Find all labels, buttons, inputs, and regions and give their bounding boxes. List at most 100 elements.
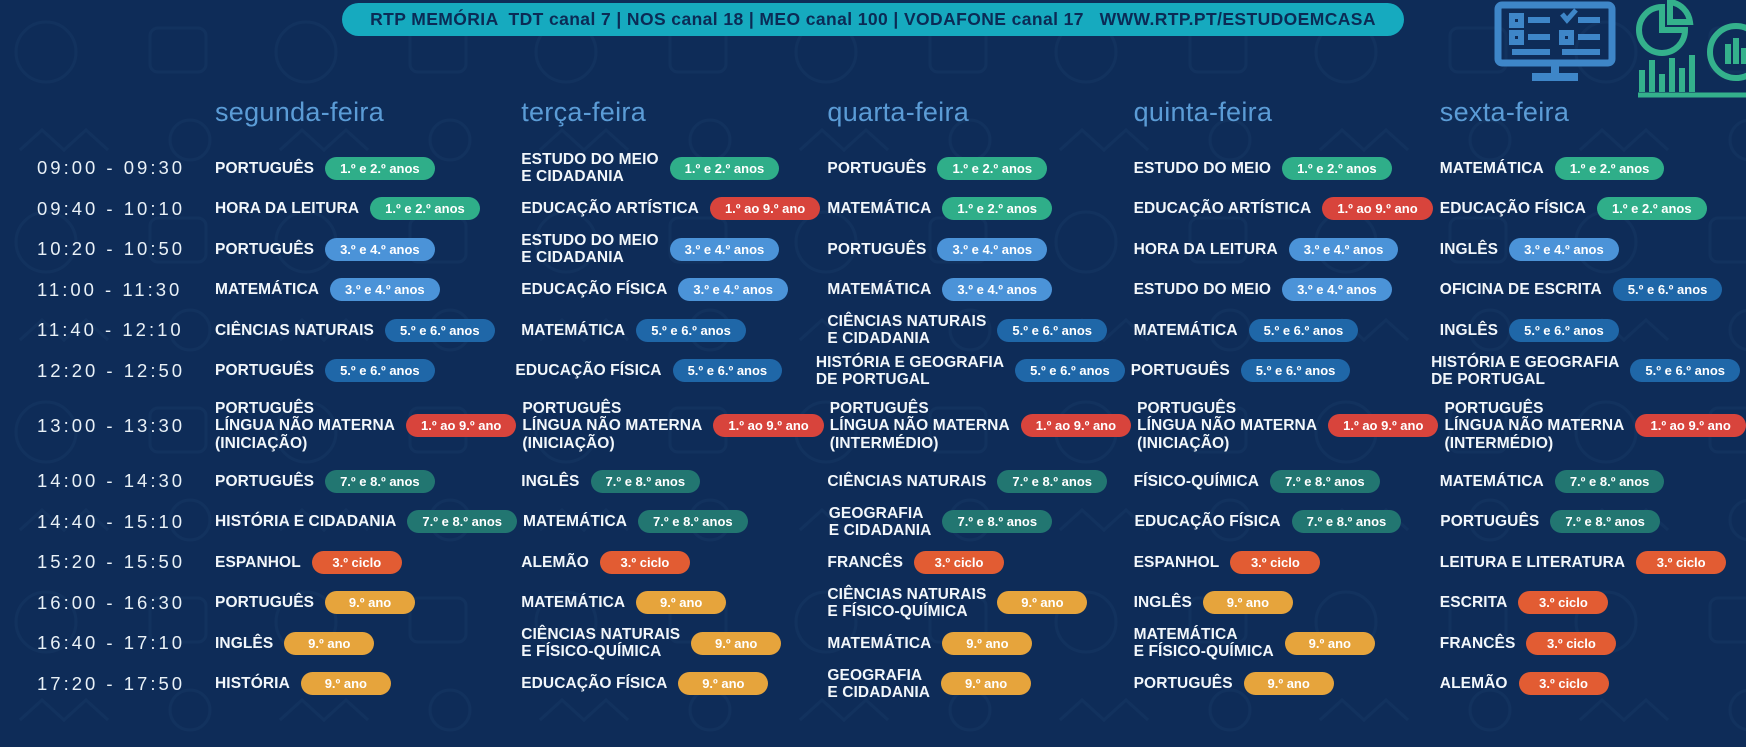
schedule-cell: MATEMÁTICA 1.º e 2.º anos: [827, 197, 1133, 221]
schedule-cell: ESTUDO DO MEIO 1.º e 2.º anos: [1133, 156, 1440, 180]
subject-line: PORTUGUÊS: [827, 159, 927, 177]
subject-name: EDUCAÇÃO ARTÍSTICA: [1134, 200, 1312, 217]
subject-name: CIÊNCIAS NATURAIS: [215, 322, 374, 339]
subject-line: (INTERMÉDIO): [829, 434, 939, 452]
grade-badge: 7.º e 8.º anos: [1291, 510, 1402, 534]
subject-line: LÍNGUA NÃO MATERNA: [522, 417, 703, 435]
grade-badge: 1.º ao 9.º ano: [709, 197, 821, 221]
subject-line: ESTUDO DO MEIO: [1133, 159, 1272, 177]
schedule-cell: PORTUGUÊS LÍNGUA NÃO MATERNA (INICIAÇÃO) 1.…: [215, 400, 522, 452]
grade-badge: 3.º e 4.º anos: [1509, 237, 1619, 261]
day-header-segunda-feira: segunda-feira: [215, 96, 385, 127]
subject-line: (INTERMÉDIO): [1444, 434, 1554, 452]
grade-badge: 1.º e 2.º anos: [1554, 156, 1665, 180]
schedule-cell: ESPANHOL 3.º ciclo: [1134, 550, 1440, 574]
subject-line: PORTUGUÊS: [215, 159, 315, 177]
subject-name: FÍSICO-QUÍMICA: [1134, 473, 1259, 490]
subject-name: PORTUGUÊS LÍNGUA NÃO MATERNA (INTERMÉDIO): [1444, 400, 1624, 451]
subject-name: PORTUGUÊS LÍNGUA NÃO MATERNA (INICIAÇÃO): [522, 400, 702, 451]
schedule-cell: HISTÓRIA E GEOGRAFIA DE PORTUGAL 5.º e 6.º…: [816, 354, 1131, 388]
schedule-cell: EDUCAÇÃO FÍSICA 5.º e 6.º anos: [515, 359, 815, 383]
subject-line: E FÍSICO-QUÍMICA: [1133, 643, 1274, 661]
schedule-cell: HORA DA LEITURA 1.º e 2.º anos: [215, 197, 521, 221]
grade-badge: 1.º ao 9.º ano: [1635, 414, 1746, 438]
subject-name: INGLÊS: [1440, 241, 1498, 258]
subject-line: ALEMÃO: [521, 553, 589, 571]
grade-badge: 3.º e 4.º anos: [330, 278, 440, 302]
schedule-row: 14:00 - 14:30 PORTUGUÊS 7.º e 8.º anos INGL…: [33, 461, 1746, 502]
subject-name: FRANCÊS: [1440, 635, 1516, 652]
schedule-cell: PORTUGUÊS LÍNGUA NÃO MATERNA (INTERMÉDIO) 1…: [1444, 400, 1746, 452]
subject-name: ESCRITA: [1440, 594, 1508, 611]
schedule-cell: ESTUDO DO MEIO 3.º e 4.º anos: [1134, 278, 1440, 302]
subject-line: EDUCAÇÃO FÍSICA: [521, 675, 668, 693]
grade-badge: 1.º e 2.º anos: [669, 156, 780, 180]
grade-badge: 7.º e 8.º anos: [590, 469, 701, 493]
schedule-cell: MATEMÁTICA 3.º e 4.º anos: [827, 278, 1133, 302]
grade-badge: 9.º ano: [691, 631, 782, 655]
day-header-quinta-feira: quinta-feira: [1133, 96, 1273, 127]
subject-name: PORTUGUÊS LÍNGUA NÃO MATERNA (INICIAÇÃO): [1137, 400, 1317, 451]
subject-name: HORA DA LEITURA: [215, 200, 359, 217]
subject-line: EDUCAÇÃO FÍSICA: [1134, 513, 1281, 531]
subject-name: PORTUGUÊS: [827, 160, 926, 177]
schedule-cell: PORTUGUÊS LÍNGUA NÃO MATERNA (INICIAÇÃO) 1.…: [1137, 400, 1444, 452]
schedule-cell: MATEMÁTICA 7.º e 8.º anos: [523, 510, 829, 534]
subject-name: MATEMÁTICA: [1440, 473, 1544, 490]
time-slot-label: 11:00 - 11:30: [37, 278, 183, 300]
subject-line: MATEMÁTICA: [1133, 321, 1238, 339]
subject-line: (INICIAÇÃO): [522, 434, 615, 452]
grade-badge: 3.º e 4.º anos: [678, 278, 788, 302]
schedule-cell: INGLÊS 7.º e 8.º anos: [521, 469, 827, 493]
day-header-quarta-feira: quarta-feira: [827, 96, 970, 127]
subject-line: CIÊNCIAS NATURAIS: [215, 321, 375, 339]
schedule-cell: MATEMÁTICA 9.º ano: [827, 631, 1133, 655]
subject-line: ESTUDO DO MEIO: [521, 232, 659, 250]
subject-name: INGLÊS: [1134, 594, 1192, 611]
subject-name: PORTUGUÊS: [215, 473, 314, 490]
schedule-cell: MATEMÁTICA 7.º e 8.º anos: [1440, 469, 1746, 493]
grade-badge: 3.º e 4.º anos: [937, 237, 1048, 261]
subject-line: HISTÓRIA: [215, 675, 290, 693]
schedule-cell: FRANCÊS 3.º ciclo: [827, 550, 1133, 574]
grade-badge: 3.º ciclo: [1518, 591, 1609, 615]
schedule-cell: MATEMÁTICA 5.º e 6.º anos: [1133, 318, 1440, 342]
schedule-cell: PORTUGUÊS 9.º ano: [215, 591, 521, 615]
subject-name: MATEMÁTICA: [1440, 160, 1544, 177]
grade-badge: 5.º e 6.º anos: [997, 318, 1107, 342]
subject-line: PORTUGUÊS: [522, 400, 622, 418]
subject-name: HISTÓRIA: [215, 675, 290, 692]
subject-line: LEITURA E LITERATURA: [1439, 553, 1626, 571]
time-slot-label: 09:00 - 09:30: [37, 157, 186, 179]
subject-line: PORTUGUÊS: [1444, 400, 1544, 418]
subject-line: PORTUGUÊS: [215, 240, 315, 258]
schedule-cell: INGLÊS 9.º ano: [215, 631, 521, 655]
grade-badge: 7.º e 8.º anos: [325, 469, 435, 493]
subject-name: CIÊNCIAS NATURAIS E CIDADANIA: [827, 313, 986, 347]
schedule-cell: ESTUDO DO MEIO E CIDADANIA 3.º e 4.º anos: [521, 232, 827, 266]
subject-name: PORTUGUÊS: [215, 594, 314, 611]
subject-line: E CIDADANIA: [827, 683, 931, 701]
schedule-cell: EDUCAÇÃO FÍSICA 3.º e 4.º anos: [521, 278, 827, 302]
time-slot-label: 14:40 - 15:10: [37, 510, 186, 532]
subject-name: INGLÊS: [1440, 322, 1498, 339]
grade-badge: 5.º e 6.º anos: [1248, 318, 1359, 342]
subject-name: HISTÓRIA E GEOGRAFIA DE PORTUGAL: [816, 354, 1004, 388]
grade-badge: 5.º e 6.º anos: [1630, 359, 1740, 383]
grade-badge: 3.º ciclo: [1526, 631, 1617, 655]
time-slot-label: 15:20 - 15:50: [37, 551, 186, 573]
grade-badge: 1.º ao 9.º ano: [713, 414, 824, 438]
subject-line: INGLÊS: [1439, 321, 1499, 339]
schedule-row: 12:20 - 12:50 PORTUGUÊS 5.º e 6.º anos EDUC…: [33, 351, 1746, 392]
subject-line: E CIDADANIA: [827, 330, 931, 348]
subject-line: PORTUGUÊS: [829, 400, 929, 418]
grade-badge: 3.º ciclo: [1230, 550, 1321, 574]
schedule-row: 14:40 - 15:10 HISTÓRIA E CIDADANIA 7.º e 8…: [33, 502, 1746, 543]
schedule-cell: INGLÊS 9.º ano: [1134, 591, 1440, 615]
subject-name: EDUCAÇÃO ARTÍSTICA: [521, 200, 699, 217]
subject-name: MATEMÁTICA: [523, 513, 627, 530]
grade-badge: 9.º ano: [997, 591, 1088, 615]
grade-badge: 9.º ano: [1202, 591, 1293, 615]
subject-name: MATEMÁTICA E FÍSICO-QUÍMICA: [1134, 626, 1274, 660]
subject-line: CIÊNCIAS NATURAIS: [827, 313, 987, 331]
